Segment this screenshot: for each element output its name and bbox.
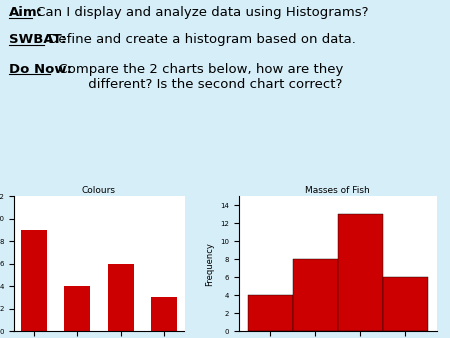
Bar [382, 277, 428, 331]
Text: Do Now:: Do Now: [9, 63, 72, 76]
Text: Aim:: Aim: [9, 6, 43, 19]
Title: Colours: Colours [82, 186, 116, 195]
Text: Define and create a histogram based on data.: Define and create a histogram based on d… [44, 33, 356, 46]
Text: Compare the 2 charts below, how are they
         different? Is the second chart: Compare the 2 charts below, how are they… [50, 63, 343, 91]
Bar [151, 297, 177, 331]
Bar [108, 264, 134, 331]
Bar [338, 214, 382, 331]
Text: SWBAT:: SWBAT: [9, 33, 67, 46]
Bar [292, 259, 338, 331]
Y-axis label: Frequency: Frequency [205, 242, 214, 286]
Bar [64, 286, 90, 331]
Text: Can I display and analyze data using Histograms?: Can I display and analyze data using His… [32, 6, 369, 19]
Bar [248, 295, 292, 331]
Title: Masses of Fish: Masses of Fish [305, 186, 370, 195]
Bar [21, 230, 47, 331]
